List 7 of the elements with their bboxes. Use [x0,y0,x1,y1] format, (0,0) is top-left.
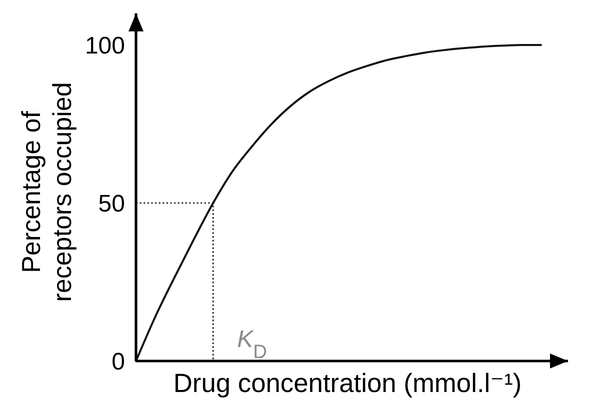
y-axis-title: Percentage of receptors occupied [16,82,77,302]
y-tick-label: 100 [84,32,125,60]
annotation: K$_{D}$ [237,326,268,362]
x-axis-title: Drug concentration (mmol.l⁻¹) [173,368,522,398]
line-series [135,44,542,362]
y-tick-label: 0 [112,348,125,376]
y-tick-label: 50 [98,190,125,218]
